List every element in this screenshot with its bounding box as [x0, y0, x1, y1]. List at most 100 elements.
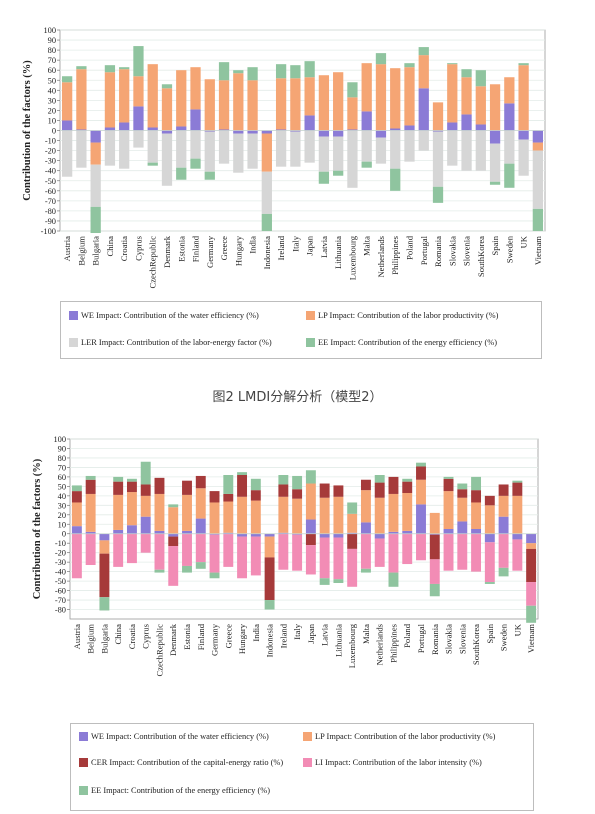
bar-we-slovakia: [443, 529, 454, 534]
bar-li-lithuania: [333, 537, 344, 580]
bar-lp-sweden: [498, 495, 509, 517]
x-tick-label: Estonia: [182, 624, 192, 650]
bar-lp-vietnam: [532, 142, 544, 151]
x-tick-label: Cyprus: [141, 623, 151, 648]
x-tick-label: China: [105, 236, 115, 257]
bar-cer-romania: [429, 534, 440, 560]
bar-cer-japan: [305, 533, 316, 546]
x-tick-label: Malta: [361, 624, 371, 644]
bar-ler-china: [104, 130, 116, 166]
bar-li-finland: [195, 533, 206, 563]
bar-lp-ireland: [278, 496, 289, 533]
bar-we-cyprus: [133, 106, 144, 131]
bar-ler-vietnam: [532, 150, 544, 209]
y-tick-label: 80: [48, 46, 56, 55]
bar-we-indonesia: [264, 533, 275, 537]
bar-ee-malta: [361, 161, 372, 168]
bar-ee-germany: [204, 171, 215, 180]
bar-lp-sweden: [504, 77, 515, 104]
y-tick-label: 90: [48, 36, 56, 45]
bar-we-netherlands: [374, 533, 385, 539]
x-tick-label: Lithuania: [333, 624, 343, 657]
bar-lp-greece: [223, 501, 234, 533]
bar-cer-spain: [484, 495, 495, 506]
bar-ler-austria: [61, 130, 73, 177]
bar-we-bulgaria: [99, 533, 110, 541]
bar-lp-spain: [489, 84, 501, 131]
y-tick-label: -40: [55, 568, 66, 577]
x-tick-label: Belgium: [86, 624, 96, 654]
bar-ee-belgium: [85, 475, 96, 480]
bar-we-estonia: [176, 126, 187, 131]
x-tick-label: Bulgaria: [91, 236, 101, 266]
bar-ee-vietnam: [526, 605, 537, 623]
bar-lp-spain: [484, 505, 495, 534]
y-tick-label: 100: [43, 26, 56, 35]
x-tick-label: Poland: [402, 623, 412, 648]
legend-label: EE Impact: Contribution of the energy ef…: [318, 338, 497, 347]
y-tick-label: -80: [45, 207, 56, 216]
bar-we-germany: [204, 130, 215, 132]
bar-ee-china: [113, 476, 124, 482]
bar-cer-slovenia: [457, 489, 468, 498]
bar-we-spain: [489, 130, 501, 144]
bar-ee-slovakia: [443, 476, 454, 479]
bar-we-malta: [360, 522, 371, 534]
y-tick-label: 20: [58, 511, 66, 520]
bar-lp-italy: [292, 498, 303, 534]
bar-ler-greece: [218, 130, 230, 164]
bar-we-luxembourg: [347, 532, 358, 534]
y-tick-label: 60: [48, 66, 56, 75]
bar-ee-slovenia: [457, 483, 468, 490]
bar-ee-latvia: [318, 171, 330, 184]
plot-area: [69, 438, 539, 620]
bar-li-southkorea: [471, 533, 482, 572]
bar-ler-italy: [290, 131, 301, 167]
x-tick-label: Portugal: [416, 623, 426, 653]
x-tick-label: Denmark: [162, 235, 172, 268]
legend-swatch: [69, 311, 78, 320]
bar-ee-denmark: [161, 84, 173, 89]
x-tick-label: Italy: [290, 235, 300, 251]
bar-lp-slovakia: [447, 64, 458, 123]
y-tick-label: 50: [58, 482, 66, 491]
bar-ler-croatia: [119, 130, 130, 169]
legend-swatch: [79, 786, 88, 795]
y-tick-label: -80: [55, 606, 66, 615]
chart-1-legend: WE Impact: Contribution of the water eff…: [60, 301, 542, 359]
bar-li-cyprus: [140, 533, 151, 553]
y-tick-label: 30: [58, 501, 66, 510]
x-tick-label: Hungary: [237, 623, 247, 654]
bar-cer-slovakia: [443, 478, 454, 492]
bar-we-czechrepublic: [147, 127, 158, 131]
legend-label: EE Impact: Contribution of the energy ef…: [91, 786, 270, 795]
x-tick-label: Latvia: [319, 236, 329, 258]
x-tick-label: Malta: [362, 236, 372, 256]
legend-item-lp: LP Impact: Contribution of the labor pro…: [306, 311, 498, 320]
bar-ler-lithuania: [333, 136, 344, 171]
bar-lp-italy: [290, 78, 301, 131]
legend-label: WE Impact: Contribution of the water eff…: [81, 311, 259, 320]
bar-ee-hungary: [233, 70, 244, 74]
x-tick-label: CzechRepublic: [154, 624, 164, 677]
bar-we-denmark: [161, 130, 173, 134]
bar-lp-malta: [361, 63, 372, 112]
x-tick-label: Cyprus: [133, 235, 143, 260]
bar-cer-denmark: [168, 536, 179, 547]
x-tick-label: Luxembourg: [347, 235, 357, 280]
bar-li-sweden: [498, 533, 509, 568]
legend-item-ee: EE Impact: Contribution of the energy ef…: [306, 338, 497, 347]
y-axis-label: Contribution of the factors (%): [22, 60, 33, 201]
bar-we-cyprus: [140, 516, 151, 534]
bar-lp-austria: [61, 82, 73, 121]
bar-li-romania: [429, 559, 440, 584]
x-tick-label: Indonesia: [265, 624, 275, 658]
bar-lp-luxembourg: [347, 97, 358, 130]
bar-ee-cyprus: [133, 46, 144, 77]
bar-li-austria: [71, 533, 82, 579]
bar-ee-austria: [71, 485, 82, 492]
y-tick-label: 50: [48, 76, 56, 85]
bar-lp-india: [250, 500, 261, 534]
bar-ee-lithuania: [333, 579, 344, 583]
x-tick-label: Estonia: [176, 236, 186, 262]
